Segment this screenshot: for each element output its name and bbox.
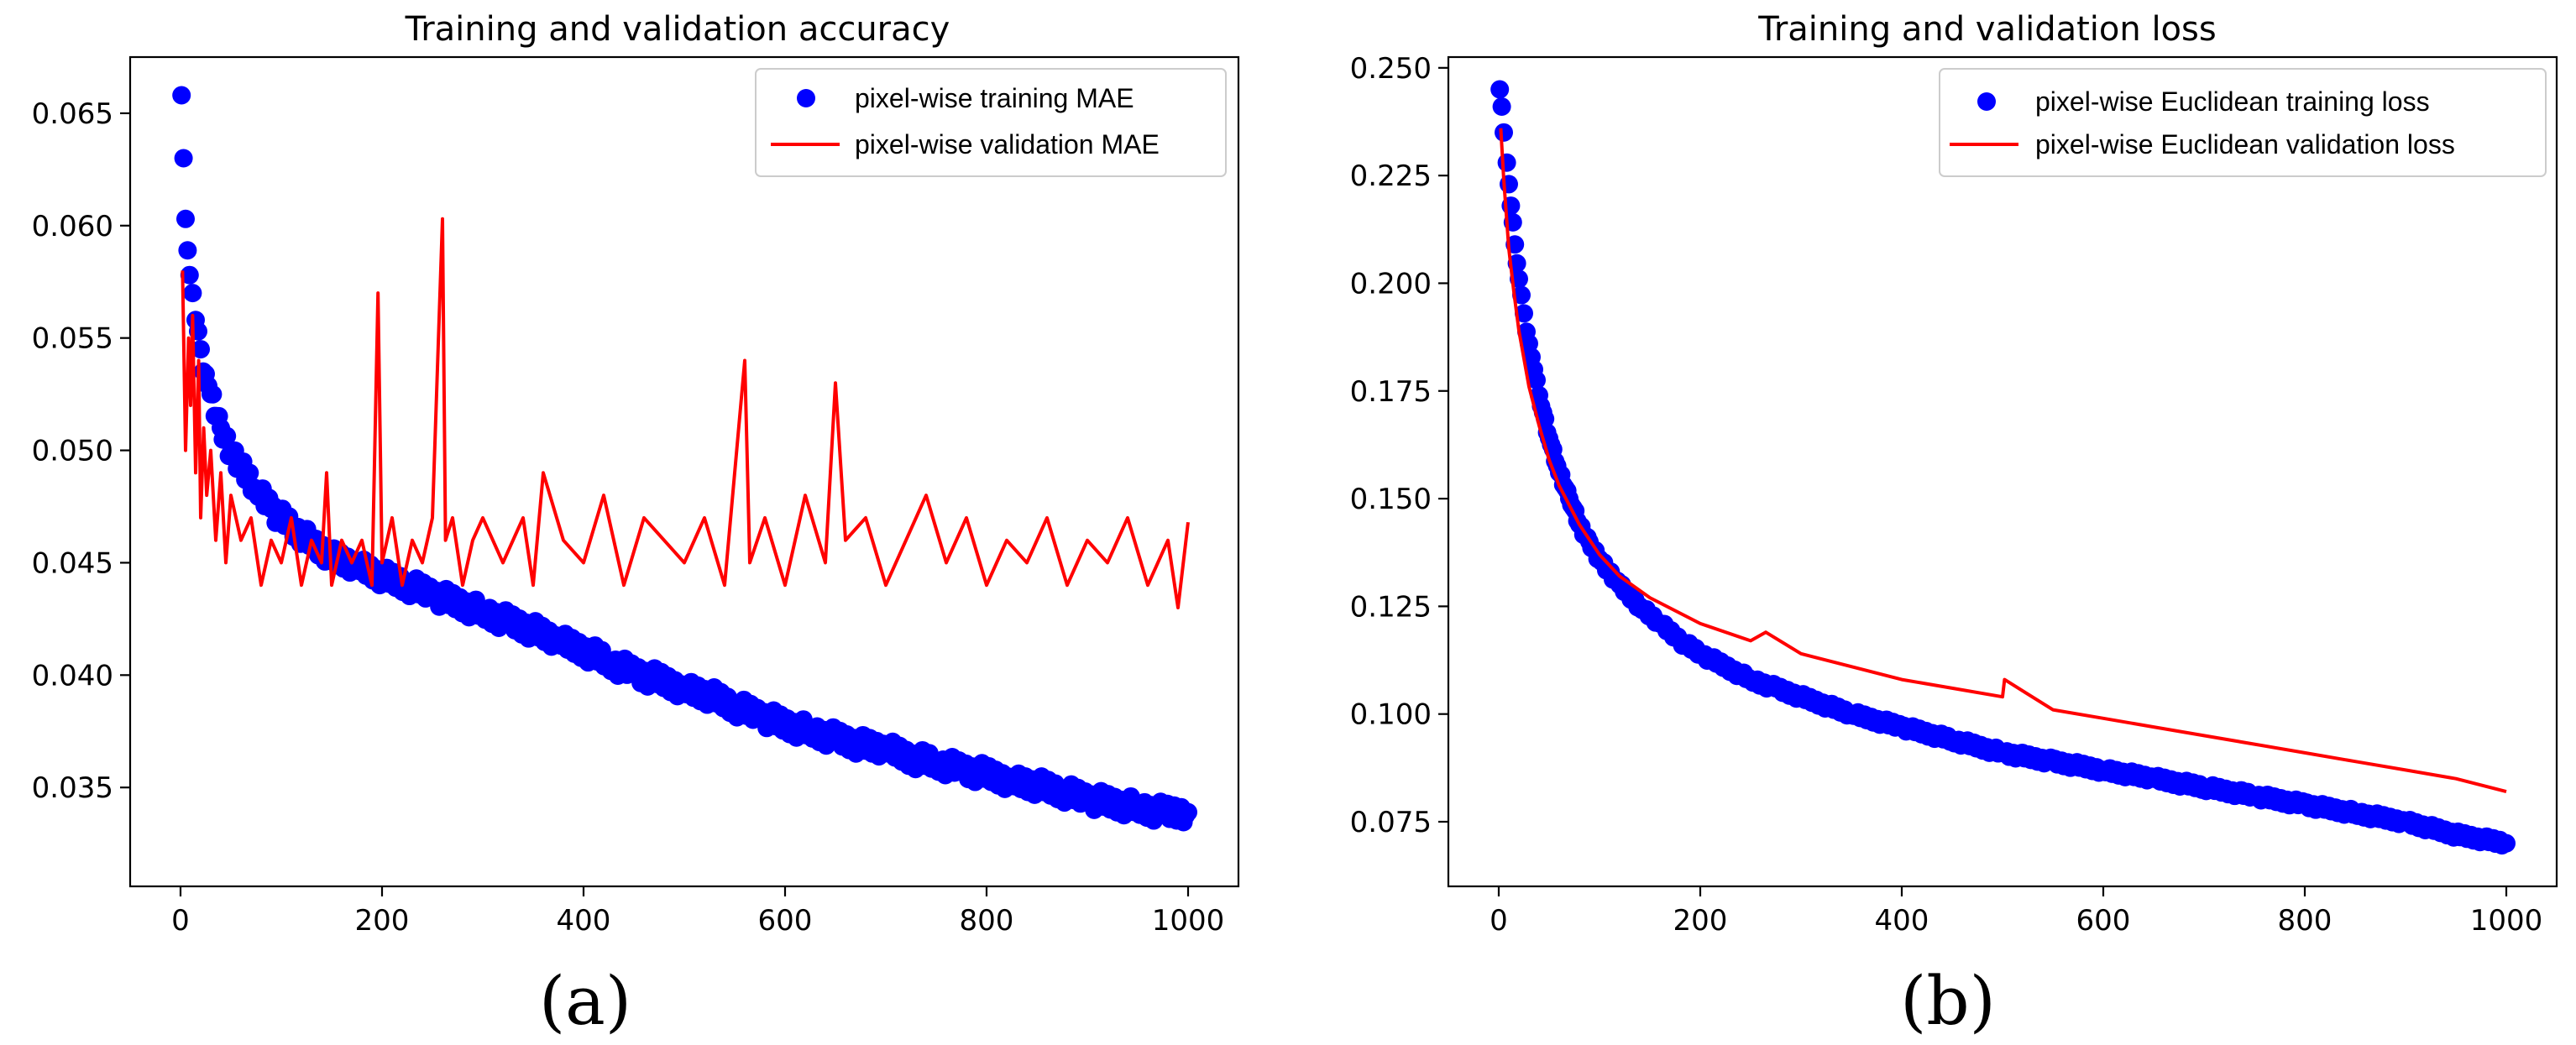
validation-loss-line-group <box>1499 128 2507 794</box>
legend-label-validation-loss: pixel-wise Euclidean validation loss <box>2035 129 2455 159</box>
x-tick-label: 200 <box>1673 904 1728 938</box>
training-data-point <box>1527 370 1546 389</box>
training-loss-points <box>1490 80 2516 855</box>
loss-y-axis: 0.075 0.100 0.125 0.150 0.175 0.200 0.225 0.250 <box>1350 52 1448 839</box>
y-tick-label: 0.125 <box>1350 590 1432 624</box>
training-data-point <box>1495 123 1513 142</box>
validation-line <box>181 217 1190 609</box>
legend-label-training-loss: pixel-wise Euclidean training loss <box>2035 86 2430 117</box>
y-tick-label: 0.175 <box>1350 375 1432 409</box>
training-data-point <box>178 241 197 260</box>
x-tick-label: 400 <box>557 904 611 938</box>
legend-label-training-mae: pixel-wise training MAE <box>855 83 1134 113</box>
y-tick-label: 0.200 <box>1350 267 1432 300</box>
training-data-point <box>1512 285 1531 305</box>
y-tick-label: 0.040 <box>32 659 113 692</box>
validation-line <box>1499 128 2507 794</box>
y-tick-label: 0.045 <box>32 546 113 580</box>
training-data-point <box>240 463 259 483</box>
y-tick-label: 0.035 <box>32 771 113 805</box>
training-data-point <box>203 384 223 404</box>
y-tick-label: 0.055 <box>32 322 113 356</box>
y-tick-label: 0.225 <box>1350 159 1432 193</box>
training-data-point <box>1497 153 1516 172</box>
loss-legend-box <box>1939 68 2547 177</box>
validation-mae-line-group <box>181 217 1190 609</box>
x-tick-label: 800 <box>960 904 1014 938</box>
x-tick-label: 600 <box>2076 904 2131 938</box>
legend-label-validation-mae: pixel-wise validation MAE <box>855 129 1160 159</box>
training-data-point <box>1536 410 1555 429</box>
loss-x-axis: 0 200 400 600 800 1000 <box>1490 886 2542 938</box>
training-data-point <box>1179 802 1197 822</box>
accuracy-y-axis: 0.035 0.040 0.045 0.050 0.055 0.060 0.065 <box>32 97 130 805</box>
x-tick-label: 800 <box>2278 904 2333 938</box>
loss-plot-frame <box>1447 55 2558 888</box>
training-data-point <box>1515 304 1533 323</box>
accuracy-chart: Training and validation accuracy 0 200 400… <box>32 10 1240 1040</box>
y-tick-label: 0.075 <box>1350 806 1432 839</box>
training-data-point <box>180 265 199 285</box>
loss-legend: pixel-wise Euclidean training loss pixel… <box>1939 68 2547 177</box>
accuracy-legend-box <box>755 68 1227 177</box>
y-tick-label: 0.060 <box>32 210 113 243</box>
x-tick-label: 1000 <box>1152 904 1225 938</box>
training-mae-points <box>172 86 1197 832</box>
training-data-point <box>1490 80 1510 99</box>
panel-a-label: (a) <box>539 962 631 1040</box>
accuracy-x-axis: 0 200 400 600 800 1000 <box>171 886 1224 938</box>
x-tick-label: 600 <box>758 904 813 938</box>
y-tick-label: 0.250 <box>1350 52 1432 86</box>
legend-marker-training-mae <box>797 89 815 107</box>
x-tick-label: 200 <box>355 904 410 938</box>
training-data-point <box>1492 97 1511 117</box>
accuracy-plot-frame <box>128 55 1240 888</box>
training-data-point <box>217 426 237 446</box>
panel-b-label: (b) <box>1900 962 1996 1040</box>
training-data-point <box>2497 833 2516 853</box>
x-tick-label: 400 <box>1875 904 1929 938</box>
y-tick-label: 0.150 <box>1350 483 1432 516</box>
loss-chart: Training and validation loss 0 200 400 600 8… <box>1350 10 2558 1040</box>
accuracy-chart-title: Training and validation accuracy <box>405 10 950 49</box>
training-data-point <box>176 209 195 228</box>
y-tick-label: 0.050 <box>32 435 113 468</box>
training-data-point <box>172 86 191 105</box>
x-tick-label: 1000 <box>2470 904 2543 938</box>
training-data-point <box>174 149 193 168</box>
y-tick-label: 0.100 <box>1350 698 1432 732</box>
loss-chart-title: Training and validation loss <box>1757 10 2216 49</box>
legend-marker-training-loss <box>1977 92 1996 111</box>
x-tick-label: 0 <box>1490 904 1508 938</box>
y-tick-label: 0.065 <box>32 97 113 131</box>
training-data-point <box>191 340 210 359</box>
training-data-point <box>183 284 202 303</box>
accuracy-legend: pixel-wise training MAE pixel-wise valid… <box>755 68 1227 177</box>
x-tick-label: 0 <box>171 904 190 938</box>
